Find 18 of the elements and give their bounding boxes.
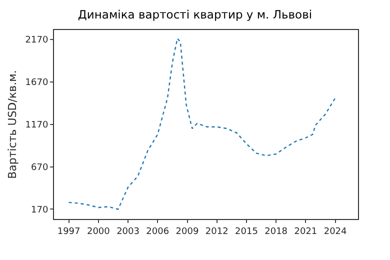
x-tick-label: 2018 [264,226,288,237]
x-tick-label: 1997 [57,226,80,237]
y-tick-label: 1670 [25,78,48,88]
y-tick-label: 2170 [25,35,48,46]
x-tick-label: 2003 [116,226,140,237]
x-tick-label: 2006 [146,226,170,237]
y-tick-label: 1170 [25,120,48,130]
chart-title: Динаміка вартості квартир у м. Львові [78,7,312,22]
x-tick-label: 2021 [294,226,318,237]
x-tick-label: 2012 [205,226,228,237]
line-series [68,38,336,210]
y-tick-label: 170 [31,205,48,216]
x-tick-label: 2000 [86,226,110,237]
y-axis-title: Вартість USD/кв.м. [6,70,19,179]
y-tick-label: 670 [31,162,48,173]
x-tick-label: 2015 [235,226,258,237]
x-tick-label: 2009 [176,226,199,237]
x-tick-label: 2024 [324,226,348,237]
